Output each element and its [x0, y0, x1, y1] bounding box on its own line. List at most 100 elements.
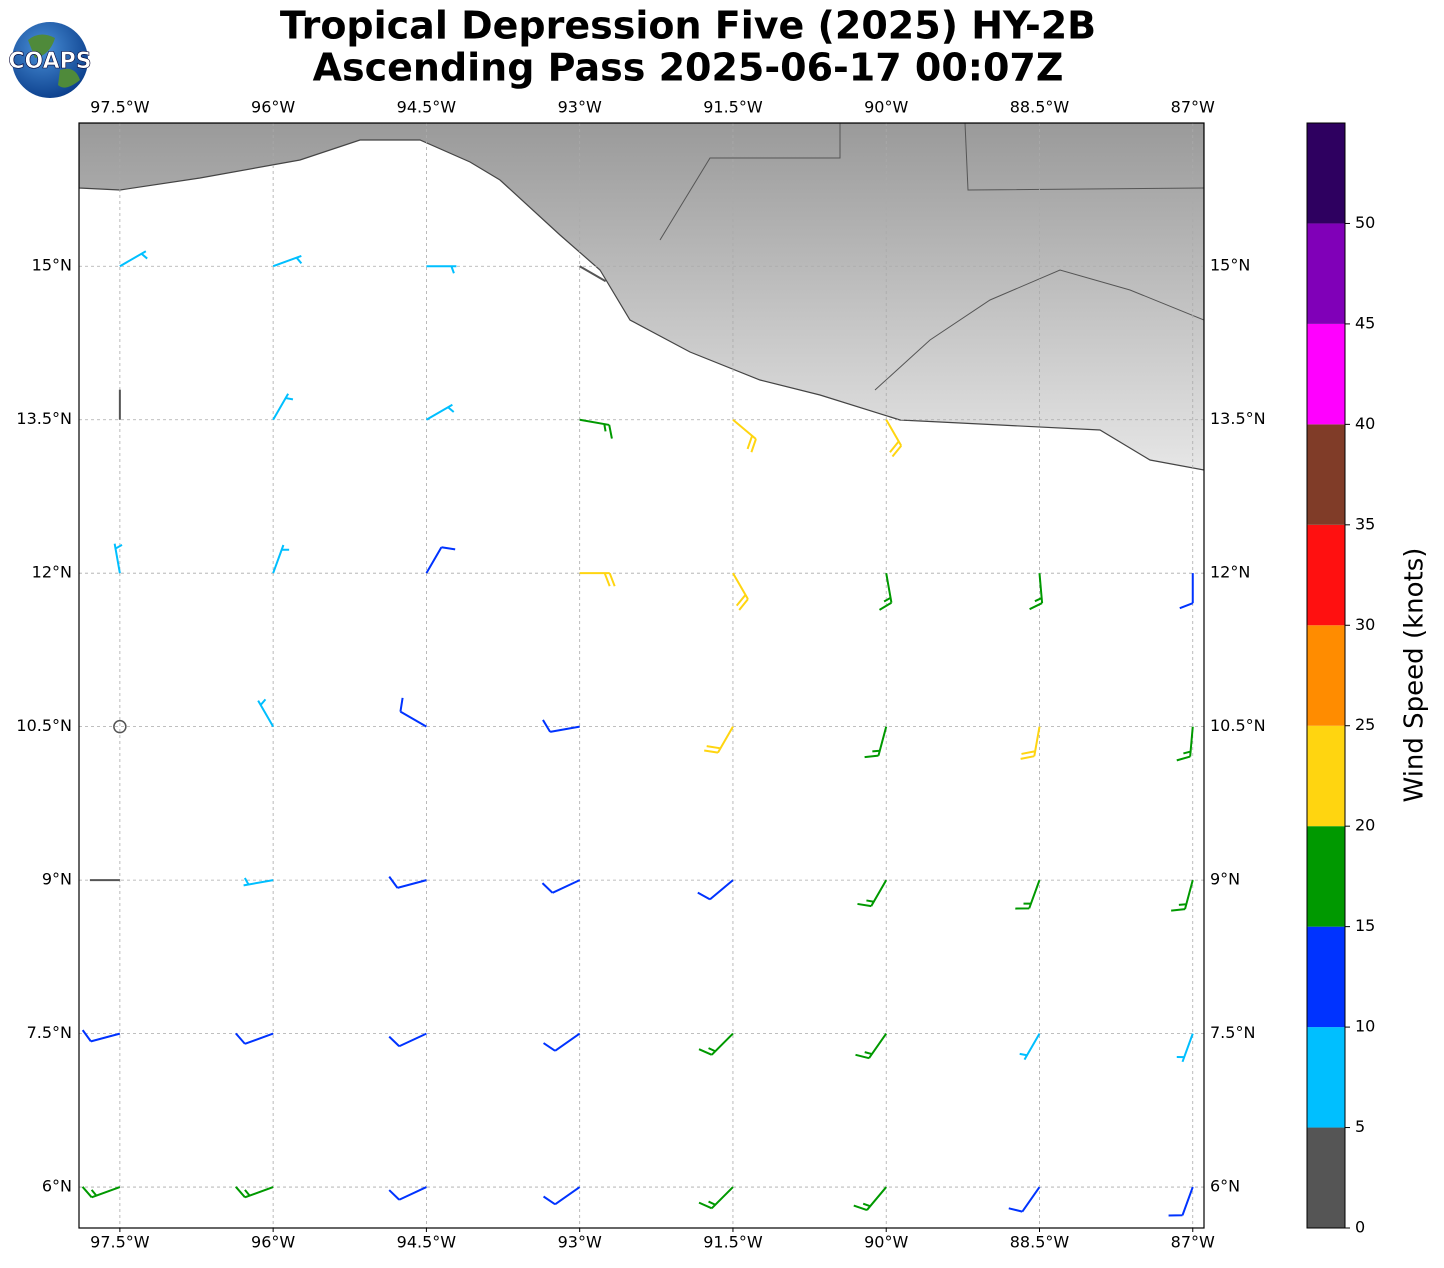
- x-tick-label: 87°W: [1171, 1233, 1215, 1252]
- wind-barb: [235, 1032, 274, 1045]
- wind-barb: [1020, 726, 1041, 760]
- y-tick-label: 6°N: [42, 1177, 72, 1196]
- x-tick-label: 93°W: [558, 98, 602, 117]
- wind-barb: [885, 419, 903, 458]
- wind-barb: [425, 546, 456, 574]
- wind-barb: [425, 403, 455, 421]
- wind-barb: [698, 1186, 734, 1210]
- x-tick-label: 91.5°W: [703, 98, 763, 117]
- wind-barb: [1019, 1033, 1041, 1061]
- x-tick-label: 96°W: [251, 1233, 295, 1252]
- wind-barb: [388, 1032, 427, 1048]
- wind-barb: [579, 572, 616, 587]
- x-tick-label: 88.5°W: [1010, 98, 1070, 117]
- x-tick-label: 90°W: [864, 98, 908, 117]
- wind-barb: [542, 1186, 581, 1206]
- colorbar-segment: [1307, 424, 1345, 525]
- wind-barbs: [81, 250, 1194, 1217]
- wind-barb: [388, 876, 427, 889]
- y-tick-label: 13.5°N: [16, 409, 72, 428]
- wind-barb: [119, 250, 148, 268]
- y-tick-label: 12°N: [32, 563, 72, 582]
- x-tick-label: 94.5°W: [397, 1233, 457, 1252]
- wind-barb: [113, 543, 123, 574]
- wind-barb: [1176, 1033, 1194, 1063]
- colorbar-segment: [1307, 123, 1345, 224]
- colorbar-segment: [1307, 625, 1345, 726]
- grid: 97.5°W 97.5°W 96°W 96°W 94.5°W 94.5°W 93°W 93°W…: [16, 98, 1265, 1252]
- wind-barb: [732, 572, 749, 611]
- colorbar-segment: [1307, 926, 1345, 1028]
- wind-barb: [542, 1032, 581, 1052]
- colorbar-tick-label: 20: [1355, 816, 1375, 835]
- y-tick-label: 10.5°N: [16, 716, 72, 735]
- colorbar-segment: [1307, 1127, 1345, 1228]
- colorbar-tick-label: 40: [1355, 414, 1375, 433]
- y-tick-label: 6°N: [1210, 1177, 1240, 1196]
- y-tick-label: 15°N: [32, 256, 72, 275]
- x-tick-label: 93°W: [558, 1233, 602, 1252]
- wind-barb: [388, 1186, 427, 1201]
- wind-barb: [864, 726, 888, 759]
- wind-barb: [243, 877, 274, 887]
- wind-barb: [399, 697, 427, 728]
- wind-barb: [878, 573, 893, 611]
- colorbar-label: Wind Speed (knots): [1400, 548, 1430, 803]
- x-tick-label: 97.5°W: [90, 1233, 150, 1252]
- wind-barb: [853, 1186, 887, 1212]
- colorbar-segment: [1307, 1027, 1345, 1128]
- colorbar-tick-label: 35: [1355, 514, 1375, 533]
- wind-barb: [272, 393, 294, 421]
- x-tick-label: 87°W: [1171, 98, 1215, 117]
- wind-barb: [1015, 879, 1041, 910]
- wind-barb: [1176, 726, 1194, 762]
- calm-circle: [113, 719, 127, 734]
- chart-title: Tropical Depression Five (2025) HY-2B: [280, 4, 1096, 48]
- wind-barb: [81, 1186, 121, 1199]
- colorbar-segment: [1307, 725, 1345, 827]
- wind-barb: [272, 255, 303, 268]
- wind-barb: [1179, 573, 1194, 610]
- wind-barb: [732, 418, 757, 453]
- map-background: [79, 123, 1204, 471]
- x-tick-label: 91.5°W: [703, 1233, 763, 1252]
- wind-barb: [426, 265, 457, 274]
- wind-barb: [697, 879, 734, 901]
- chart-subtitle: Ascending Pass 2025-06-17 00:07Z: [313, 46, 1064, 90]
- wind-barb: [257, 698, 275, 728]
- wind-barb: [579, 265, 607, 283]
- wind-barb: [579, 418, 613, 439]
- y-tick-label: 15°N: [1210, 256, 1250, 275]
- colorbar-segment: [1307, 323, 1345, 425]
- wind-barb: [1029, 573, 1044, 611]
- wind-barb: [855, 1033, 888, 1060]
- x-tick-label: 97.5°W: [90, 98, 150, 117]
- colorbar-tick-label: 50: [1355, 213, 1375, 232]
- y-tick-label: 9°N: [42, 870, 72, 889]
- colorbar: 0 5 10 15 20 25 30 35 40 45 50: [1306, 122, 1375, 1237]
- x-tick-label: 96°W: [251, 98, 295, 117]
- x-tick-label: 90°W: [864, 1233, 908, 1252]
- wind-barb: [272, 544, 290, 574]
- colorbar-tick-label: 30: [1355, 615, 1375, 634]
- y-tick-label: 10.5°N: [1210, 716, 1266, 735]
- y-tick-label: 7.5°N: [1210, 1023, 1255, 1042]
- colorbar-segment: [1307, 223, 1345, 324]
- wind-barb: [542, 719, 580, 733]
- y-tick-label: 13.5°N: [1210, 409, 1266, 428]
- colorbar-tick-label: 25: [1355, 715, 1375, 734]
- logo-text: COAPS: [8, 49, 91, 74]
- wind-barb: [541, 879, 581, 894]
- logo: COAPS: [8, 22, 92, 98]
- y-tick-label: 9°N: [1210, 870, 1240, 889]
- colorbar-segment: [1307, 524, 1345, 626]
- colorbar-frame: [1306, 122, 1346, 1229]
- wind-barb: [698, 1032, 734, 1056]
- x-tick-label: 88.5°W: [1010, 1233, 1070, 1252]
- x-tick-label: 94.5°W: [397, 98, 457, 117]
- wind-barb: [1171, 879, 1194, 912]
- y-tick-label: 12°N: [1210, 563, 1250, 582]
- wind-barb: [81, 1029, 121, 1043]
- colorbar-segment: [1307, 826, 1345, 927]
